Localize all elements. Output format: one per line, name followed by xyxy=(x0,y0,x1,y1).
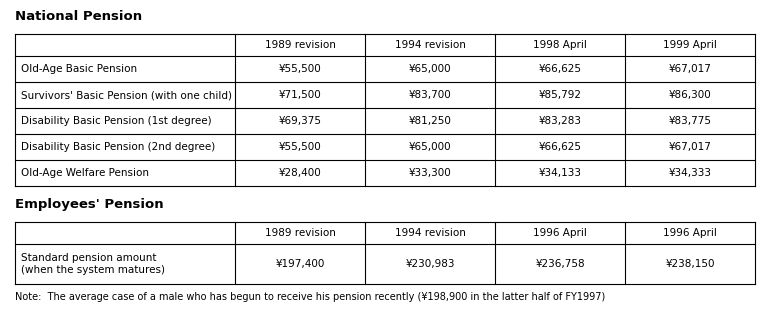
Text: 1989 revision: 1989 revision xyxy=(264,228,335,238)
Text: ¥83,700: ¥83,700 xyxy=(409,90,451,100)
Text: ¥33,300: ¥33,300 xyxy=(409,168,451,178)
Text: 1996 April: 1996 April xyxy=(663,228,717,238)
Text: ¥55,500: ¥55,500 xyxy=(278,142,322,152)
Text: ¥81,250: ¥81,250 xyxy=(409,116,452,126)
Text: ¥230,983: ¥230,983 xyxy=(406,259,455,269)
Text: 1999 April: 1999 April xyxy=(663,40,717,50)
Text: Disability Basic Pension (2nd degree): Disability Basic Pension (2nd degree) xyxy=(21,142,215,152)
Text: ¥67,017: ¥67,017 xyxy=(668,142,712,152)
Text: 1996 April: 1996 April xyxy=(533,228,587,238)
Text: Disability Basic Pension (1st degree): Disability Basic Pension (1st degree) xyxy=(21,116,211,126)
Text: ¥66,625: ¥66,625 xyxy=(538,64,581,74)
Text: Old-Age Welfare Pension: Old-Age Welfare Pension xyxy=(21,168,149,178)
Text: 1989 revision: 1989 revision xyxy=(264,40,335,50)
Text: National Pension: National Pension xyxy=(15,10,142,23)
Text: ¥28,400: ¥28,400 xyxy=(278,168,322,178)
Text: Note:  The average case of a male who has begun to receive his pension recently : Note: The average case of a male who has… xyxy=(15,292,605,302)
Text: ¥65,000: ¥65,000 xyxy=(409,142,451,152)
Text: ¥238,150: ¥238,150 xyxy=(665,259,715,269)
Text: ¥236,758: ¥236,758 xyxy=(535,259,585,269)
Text: ¥83,283: ¥83,283 xyxy=(538,116,581,126)
Text: ¥83,775: ¥83,775 xyxy=(668,116,712,126)
Text: Old-Age Basic Pension: Old-Age Basic Pension xyxy=(21,64,137,74)
Text: ¥85,792: ¥85,792 xyxy=(538,90,581,100)
Text: ¥65,000: ¥65,000 xyxy=(409,64,451,74)
Text: 1994 revision: 1994 revision xyxy=(395,40,466,50)
Text: Survivors' Basic Pension (with one child): Survivors' Basic Pension (with one child… xyxy=(21,90,232,100)
Text: ¥197,400: ¥197,400 xyxy=(275,259,325,269)
Text: Employees' Pension: Employees' Pension xyxy=(15,198,163,211)
Text: 1998 April: 1998 April xyxy=(533,40,587,50)
Text: ¥67,017: ¥67,017 xyxy=(668,64,712,74)
Text: Standard pension amount
(when the system matures): Standard pension amount (when the system… xyxy=(21,253,165,275)
Text: ¥34,133: ¥34,133 xyxy=(538,168,581,178)
Text: ¥86,300: ¥86,300 xyxy=(668,90,712,100)
Text: ¥69,375: ¥69,375 xyxy=(278,116,322,126)
Text: ¥34,333: ¥34,333 xyxy=(668,168,712,178)
Text: ¥55,500: ¥55,500 xyxy=(278,64,322,74)
Text: ¥71,500: ¥71,500 xyxy=(278,90,322,100)
Text: 1994 revision: 1994 revision xyxy=(395,228,466,238)
Text: ¥66,625: ¥66,625 xyxy=(538,142,581,152)
